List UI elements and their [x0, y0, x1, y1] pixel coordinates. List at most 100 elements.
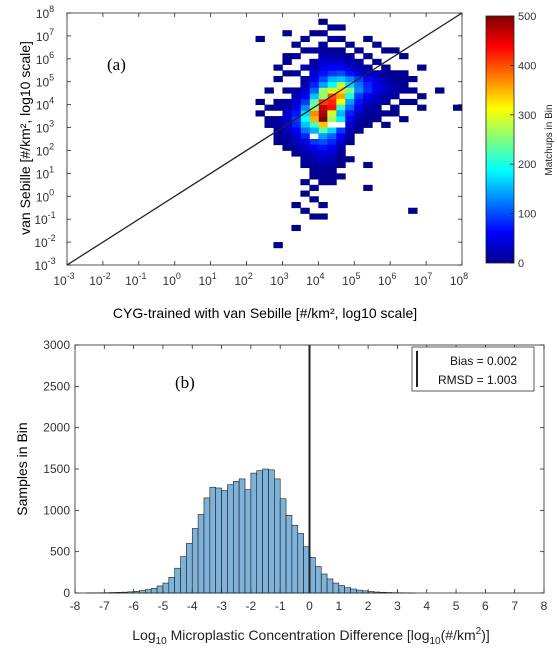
heatmap-cell — [327, 98, 337, 106]
heatmap-cell — [390, 110, 400, 117]
histogram-bar — [356, 589, 363, 594]
heatmap-cell — [291, 93, 301, 100]
heatmap-cell — [282, 98, 292, 106]
histogram-y-label: Samples in Bin — [14, 422, 30, 515]
heatmap-cell — [327, 167, 337, 174]
x-tick-label: 8 — [541, 599, 548, 613]
heatmap-cell — [318, 150, 328, 157]
heatmap-cell — [345, 116, 355, 123]
heatmap-cell — [300, 47, 310, 54]
heatmap-cell — [363, 93, 373, 100]
heatmap-cell — [318, 53, 328, 60]
heatmap-cell — [282, 127, 292, 134]
heatmap-cell — [354, 58, 364, 65]
heatmap-cell — [327, 116, 337, 123]
heatmap-cell — [372, 76, 382, 83]
heatmap-cell — [345, 93, 355, 100]
heatmap-cell — [453, 104, 463, 111]
xlabel-prefix: Log — [132, 627, 155, 643]
heatmap-cell — [336, 156, 346, 163]
heatmap-cell — [327, 87, 337, 94]
heatmap-cell — [354, 70, 364, 77]
xlabel-unit: (#/km — [441, 627, 476, 643]
heatmap-cell — [273, 76, 283, 83]
heatmap-cell — [336, 127, 346, 134]
heatmap-cell — [309, 64, 319, 71]
histogram-x-label: Log10 Microplastic Concentration Differe… — [132, 626, 490, 647]
x-tick-label: 3 — [394, 599, 401, 613]
xlabel-inner-base: 10 — [430, 636, 442, 647]
heatmap-cell — [327, 110, 337, 117]
heatmap-cell — [327, 150, 337, 157]
y-tick-label: 3000 — [43, 338, 70, 352]
heatmap-cell — [282, 70, 292, 77]
heatmap-cell — [417, 104, 427, 111]
heatmap-cell — [300, 161, 310, 169]
y-tick-label: 101 — [36, 164, 54, 181]
heatmap-cell — [336, 110, 346, 117]
histogram-bar — [150, 588, 158, 594]
heatmap-cell — [363, 53, 373, 60]
heatmap-cell — [327, 133, 337, 140]
heatmap-cell — [318, 104, 328, 111]
heatmap-cell — [282, 116, 292, 123]
heatmap-cell — [309, 87, 319, 94]
heatmap-cell — [318, 58, 328, 65]
heatmap-cell — [300, 98, 310, 106]
heatmap-cell — [318, 121, 328, 128]
heatmap-cell — [309, 81, 319, 88]
heatmap-cell — [300, 93, 310, 100]
x-tick-label: 10-1 — [125, 271, 146, 288]
x-tick-label: 2 — [365, 599, 372, 613]
heatmap-cell — [264, 116, 274, 123]
heatmap-cell — [318, 87, 328, 94]
heatmap-cell — [309, 121, 319, 128]
heatmap-cell — [336, 150, 346, 157]
heatmap-cell — [327, 173, 337, 180]
y-tick-label: 105 — [36, 73, 54, 90]
heatmap-cell — [345, 133, 355, 140]
heatmap-cell — [309, 116, 319, 123]
heatmap-cell — [363, 161, 373, 169]
heatmap-cell — [327, 70, 337, 77]
heatmap-cell — [300, 150, 310, 157]
heatmap-cell — [309, 196, 319, 203]
colorbar-tick-label: 200 — [518, 159, 536, 171]
heatmap-panel: 10-3 10-2 10-1 100 101 102 103 104 105 106 107 108 1… — [17, 4, 468, 321]
heatmap-cell — [417, 64, 427, 71]
heatmap-cell — [282, 30, 292, 37]
heatmap-cell — [318, 173, 328, 180]
x-tick-label: -8 — [70, 599, 81, 613]
heatmap-cell — [363, 81, 373, 88]
histogram-bar — [285, 514, 293, 594]
heatmap-cell — [327, 127, 337, 134]
y-tick-label: 104 — [36, 96, 54, 113]
heatmap-cell — [282, 58, 292, 65]
x-tick-label: -7 — [99, 599, 110, 613]
xlabel-base: 10 — [156, 636, 168, 647]
heatmap-cell — [291, 133, 301, 140]
heatmap-cell — [354, 110, 364, 117]
heatmap-cell — [309, 167, 319, 174]
heatmap-cell — [282, 144, 292, 151]
heatmap-cell — [318, 202, 328, 209]
heatmap-cell — [309, 213, 319, 220]
heatmap-cell — [345, 64, 355, 71]
heatmap-cell — [372, 110, 382, 117]
heatmap-cell — [300, 156, 310, 163]
x-tick-label: -1 — [275, 599, 286, 613]
heatmap-cell — [363, 64, 373, 71]
heatmap-cell — [318, 156, 328, 163]
legend-rmsd-text: RMSD = 1.003 — [438, 373, 517, 387]
heatmap-cell — [291, 202, 301, 209]
heatmap-cell — [309, 144, 319, 151]
x-tick-label: 104 — [306, 271, 324, 288]
colorbar-gradient — [485, 15, 515, 264]
heatmap-cell — [300, 121, 310, 128]
one-to-one-line — [66, 12, 463, 266]
heatmap-cell — [354, 121, 364, 128]
heatmap-cell — [363, 87, 373, 94]
heatmap-cell — [408, 207, 418, 214]
heatmap-cell — [390, 104, 400, 111]
